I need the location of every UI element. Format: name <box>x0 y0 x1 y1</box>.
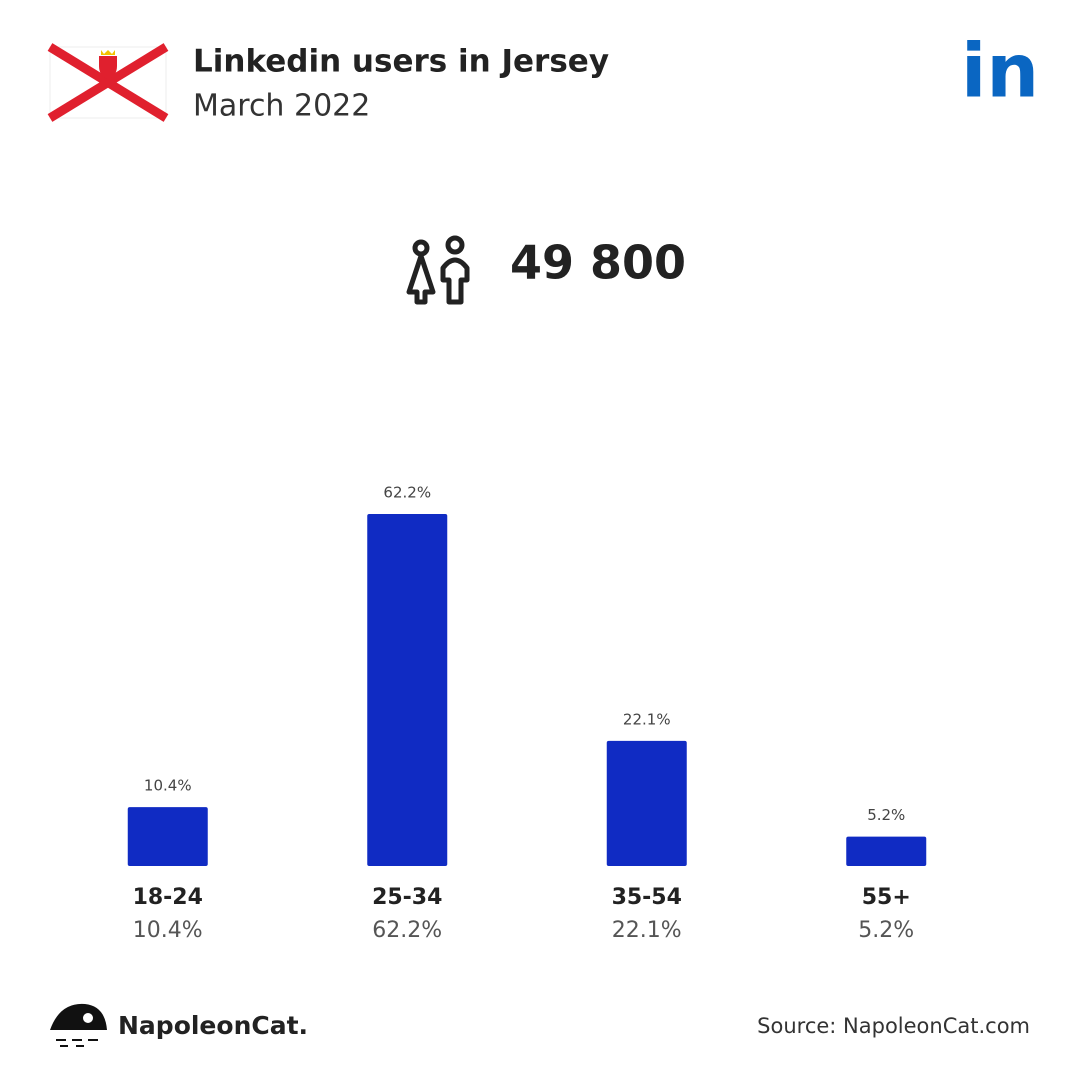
category-value-label: 62.2% <box>372 918 442 943</box>
category-label: 25-34 <box>372 885 442 910</box>
brand-name: NapoleonCat. <box>118 1011 308 1040</box>
subtitle: March 2022 <box>193 89 370 124</box>
value-label: 10.4% <box>144 777 192 795</box>
brand-logo <box>50 1003 107 1047</box>
source: Source: NapoleonCat.com <box>757 1014 1030 1038</box>
category-value-label: 10.4% <box>133 918 203 943</box>
value-label: 5.2% <box>867 806 905 824</box>
flag <box>47 43 169 122</box>
bar <box>127 807 208 866</box>
total-users: 49 800 <box>510 236 686 290</box>
value-label: 22.1% <box>623 710 671 728</box>
value-label: 62.2% <box>383 484 431 502</box>
bar <box>846 836 927 866</box>
category-label: 35-54 <box>612 885 682 910</box>
linkedin-logo: in <box>961 29 1039 115</box>
title: Linkedin users in Jersey <box>193 44 609 80</box>
bar <box>606 740 687 866</box>
category-value-label: 22.1% <box>612 918 682 943</box>
users-icon <box>406 235 470 305</box>
category-label: 55+ <box>862 885 911 910</box>
category-value-label: 5.2% <box>858 918 914 943</box>
bar <box>367 514 448 866</box>
category-label: 18-24 <box>133 885 203 910</box>
